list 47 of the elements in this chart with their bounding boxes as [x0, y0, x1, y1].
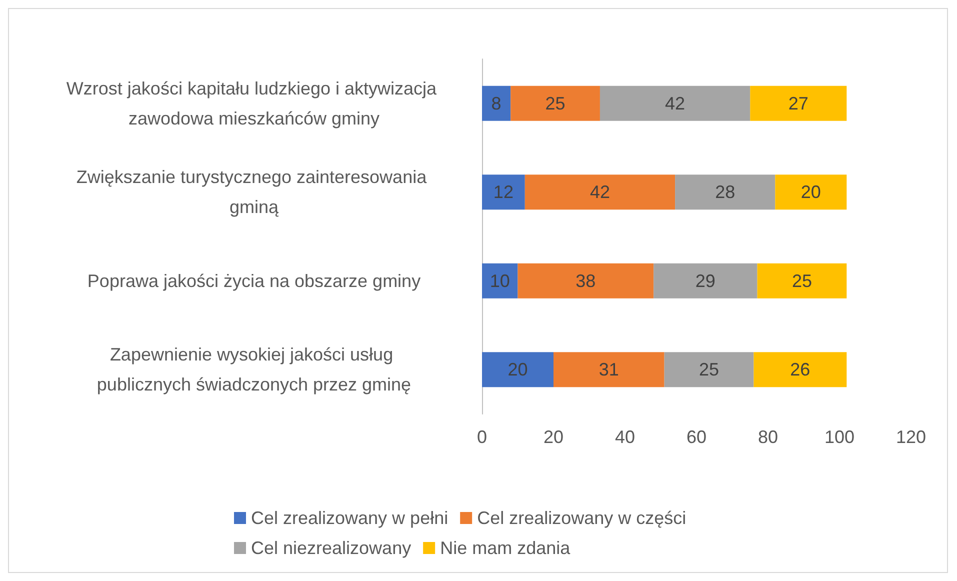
bar — [482, 352, 554, 388]
x-tick-label: 20 — [543, 427, 564, 447]
data-label: 12 — [493, 182, 514, 202]
bar — [675, 174, 776, 210]
x-tick-label: 0 — [476, 427, 488, 447]
data-label: 10 — [490, 270, 510, 291]
bar — [510, 86, 600, 121]
bar — [482, 174, 525, 210]
y-tick-label: Wzrost jakości kapitału ludzkiego i aktywizacja zawodowa mieszkańców gminy — [66, 78, 442, 128]
data-label: 26 — [790, 360, 810, 380]
data-label: 31 — [598, 360, 619, 380]
bar — [664, 352, 754, 388]
data-label: 20 — [800, 182, 821, 202]
x-tick-label: 120 — [896, 427, 926, 447]
data-label: 27 — [788, 93, 808, 114]
data-label: 28 — [715, 182, 736, 202]
data-label: 25 — [545, 93, 566, 114]
bar — [775, 174, 847, 210]
bar — [518, 263, 654, 298]
data-label: 42 — [665, 93, 686, 114]
x-tick-label: 100 — [824, 427, 855, 447]
bar — [757, 263, 847, 298]
legend-label: Cel zrealizowany w pełni — [251, 508, 448, 528]
y-tick-label: Zwiększanie turystycznego zainteresowania gminą — [76, 167, 432, 218]
data-label: 29 — [695, 270, 716, 291]
data-label: 25 — [792, 270, 812, 291]
bar — [654, 263, 758, 298]
bar — [754, 352, 847, 388]
bar — [524, 174, 676, 210]
x-tick-label: 80 — [758, 427, 778, 447]
data-label: 8 — [491, 93, 502, 114]
data-label: 25 — [698, 360, 720, 380]
data-label: 20 — [508, 360, 528, 380]
y-tick-label: Zapewnienie wysokiej jakości usług publicznych świadczonych przez gminę — [96, 344, 412, 395]
data-label: 42 — [590, 182, 610, 202]
legend-label: Cel niezrealizowany — [251, 538, 412, 558]
legend-label: Nie mam zdania — [440, 538, 572, 558]
data-label: 38 — [576, 270, 596, 291]
bar — [600, 86, 750, 121]
x-tick-label: 40 — [614, 427, 636, 447]
y-tick-label: Poprawa jakości życia na obszarze gminy — [87, 270, 421, 291]
x-tick-label: 60 — [686, 427, 707, 447]
bar — [554, 352, 664, 388]
bar — [482, 263, 518, 298]
bar — [482, 86, 511, 121]
legend-label: Cel zrealizowany w części — [477, 508, 686, 528]
bar — [750, 86, 847, 121]
